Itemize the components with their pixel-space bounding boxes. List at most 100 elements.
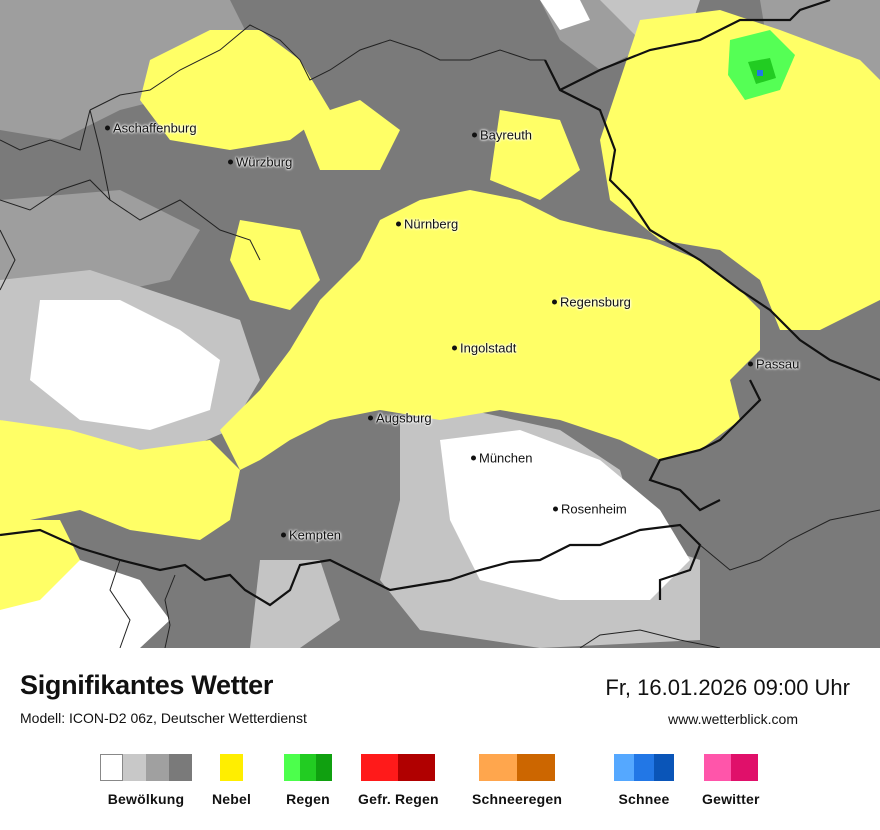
city-dot: [471, 455, 476, 461]
city-label: Nürnberg: [404, 216, 459, 232]
city-bayreuth: Bayreuth: [472, 128, 532, 143]
clear-area: [440, 430, 690, 600]
legend-label: Gefr. Regen: [358, 791, 439, 807]
legend-swatch: [614, 754, 634, 781]
city-aschaffenburg: Aschaffenburg: [105, 121, 197, 136]
city-dot: [281, 532, 286, 538]
fog-area: [600, 10, 880, 330]
region-border: [0, 229, 16, 291]
city-dot: [368, 415, 373, 421]
legend-swatches: [100, 754, 192, 781]
legend-swatch: [361, 754, 399, 781]
city-muenchen: München: [471, 451, 532, 466]
city-dot: [105, 125, 110, 131]
city-rosenheim: Rosenheim: [553, 502, 627, 517]
legend-swatch: [100, 754, 123, 781]
city-label: Bayreuth: [480, 127, 533, 143]
cloud-mid-area: [0, 0, 250, 140]
city-dot: [452, 345, 457, 351]
legend-label: Bewölkung: [107, 791, 185, 807]
legend-label: Regen: [286, 791, 330, 807]
city-label: München: [479, 450, 533, 466]
city-nuernberg: Nürnberg: [396, 217, 458, 232]
city-dot: [472, 132, 477, 138]
legend-swatch: [517, 754, 556, 781]
region-border: [164, 574, 176, 648]
legend-item-bewoelkung: Bewölkung: [100, 754, 192, 807]
legend-swatch: [634, 754, 654, 781]
legend-swatches: [284, 754, 332, 781]
city-dot: [396, 221, 401, 227]
region-border: [0, 109, 91, 151]
cloud-mid-area: [0, 190, 200, 300]
city-ingolstadt: Ingolstadt: [452, 341, 516, 356]
state-border: [544, 59, 880, 382]
website-link[interactable]: www.wetterblick.com: [668, 711, 798, 727]
fog-area: [300, 100, 400, 170]
city-regensburg: Regensburg: [552, 295, 631, 310]
fog-area: [140, 30, 330, 150]
page-title: Signifikantes Wetter: [20, 670, 274, 700]
legend-item-gefr-regen: Gefr. Regen: [358, 754, 439, 807]
city-wuerzburg: Würzburg: [228, 155, 292, 170]
fog-area: [0, 520, 80, 610]
legend: Bewölkung Nebel Regen Gefr. Regen: [0, 754, 880, 824]
legend-swatch: [169, 754, 192, 781]
city-augsburg: Augsburg: [368, 411, 432, 426]
legend-swatch: [146, 754, 169, 781]
legend-swatch: [284, 754, 300, 781]
city-kempten: Kempten: [281, 528, 341, 543]
fog-area: [230, 220, 320, 310]
legend-swatch: [123, 754, 146, 781]
state-border: [559, 0, 831, 91]
city-dot: [552, 299, 557, 305]
legend-swatch: [300, 754, 316, 781]
region-border: [0, 179, 111, 211]
legend-swatch: [398, 754, 436, 781]
region-border: [109, 559, 131, 648]
cloud-light-area: [250, 560, 340, 648]
city-label: Kempten: [289, 527, 342, 543]
legend-item-regen: Regen: [284, 754, 332, 807]
clear-area: [540, 0, 590, 30]
legend-swatches: [703, 754, 758, 781]
model-info: Modell: ICON-D2 06z, Deutscher Wetterdie…: [20, 710, 307, 726]
fog-area: [800, 130, 880, 230]
city-label: Aschaffenburg: [113, 120, 197, 136]
legend-item-gewitter: Gewitter: [702, 754, 760, 807]
city-label: Würzburg: [236, 154, 293, 170]
legend-swatch: [654, 754, 674, 781]
fog-area: [220, 190, 760, 470]
legend-swatches: [361, 754, 436, 781]
weather-layer: [0, 0, 880, 648]
forecast-datetime: Fr, 16.01.2026 09:00 Uhr: [605, 675, 850, 700]
city-passau: Passau: [748, 357, 799, 372]
legend-swatch: [703, 754, 731, 781]
legend-swatch: [316, 754, 332, 781]
clear-area: [30, 300, 220, 430]
city-label: Augsburg: [376, 410, 432, 426]
legend-label: Schneeregen: [472, 791, 563, 807]
city-dot: [228, 159, 233, 165]
legend-label: Gewitter: [702, 791, 760, 807]
city-label: Regensburg: [560, 294, 631, 310]
city-dot: [553, 506, 558, 512]
fog-area: [490, 110, 580, 200]
state-border: [0, 523, 702, 607]
weather-map: Aschaffenburg Würzburg Bayreuth Nürnberg…: [0, 0, 880, 649]
legend-label: Nebel: [212, 791, 252, 807]
map-footer: Signifikantes Wetter Modell: ICON-D2 06z…: [0, 648, 880, 830]
city-label: Passau: [756, 356, 800, 372]
legend-item-schnee: Schnee: [614, 754, 674, 807]
region-border: [579, 629, 721, 648]
region-border: [699, 509, 880, 571]
legend-swatch: [479, 754, 518, 781]
state-border: [648, 379, 762, 512]
fog-area: [0, 420, 240, 540]
legend-swatches: [614, 754, 674, 781]
legend-item-nebel: Nebel: [212, 754, 251, 807]
legend-swatch: [730, 754, 758, 781]
city-label: Ingolstadt: [460, 340, 517, 356]
legend-label: Schnee: [618, 791, 670, 807]
city-label: Rosenheim: [561, 501, 627, 517]
